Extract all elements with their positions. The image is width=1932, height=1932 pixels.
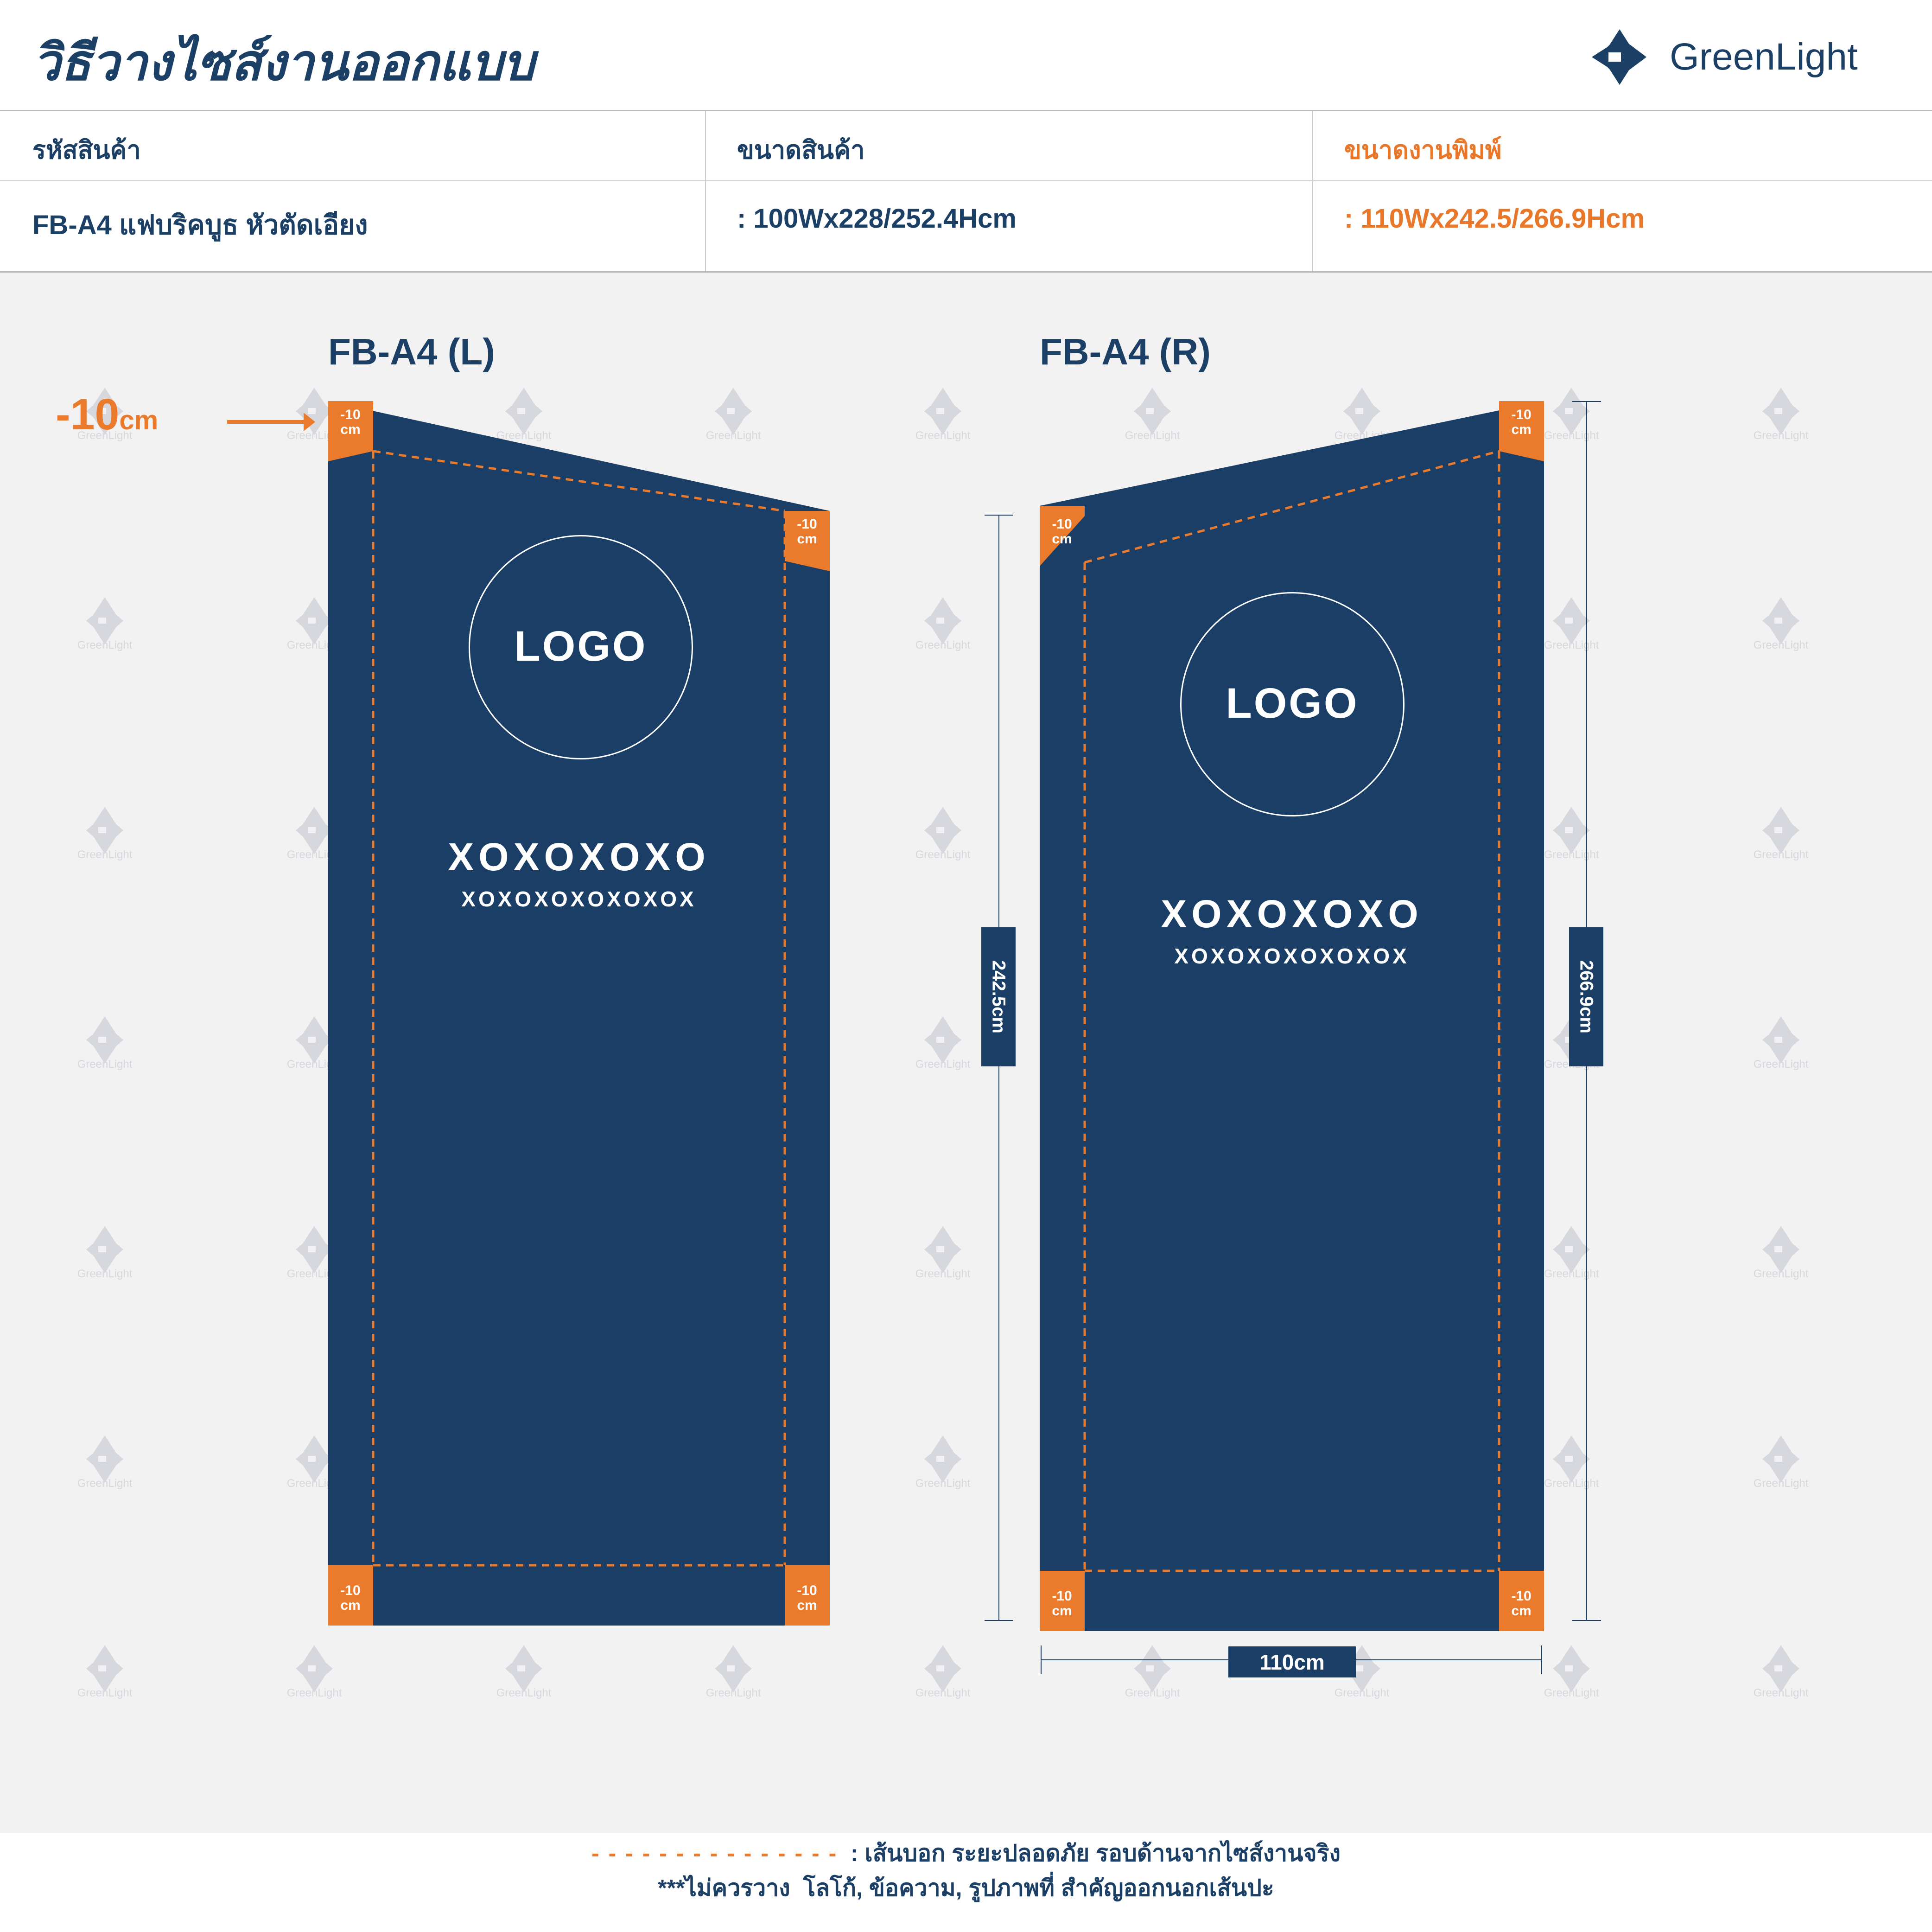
svg-text:GreenLight: GreenLight [1670, 36, 1858, 78]
